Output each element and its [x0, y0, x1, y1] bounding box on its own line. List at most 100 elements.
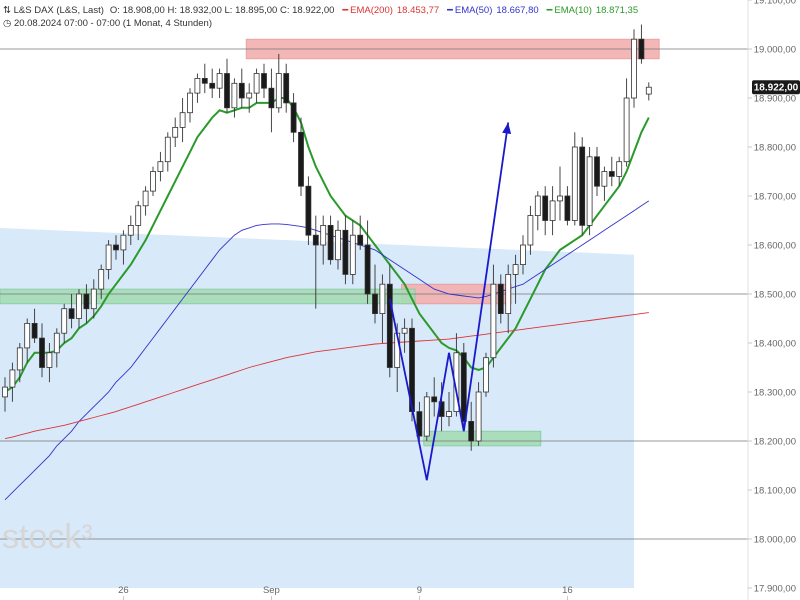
- candle[interactable]: [179, 98, 186, 143]
- candle[interactable]: [431, 377, 438, 417]
- candle[interactable]: [490, 264, 497, 368]
- candle[interactable]: [201, 63, 208, 94]
- candle[interactable]: [475, 382, 482, 446]
- candle[interactable]: [579, 137, 586, 236]
- w-pattern-line[interactable]: [388, 122, 510, 481]
- candle[interactable]: [238, 68, 245, 108]
- candle[interactable]: [90, 279, 97, 319]
- support-zone[interactable]: [423, 430, 542, 447]
- candle[interactable]: [549, 186, 556, 236]
- candle[interactable]: [364, 220, 371, 304]
- candle[interactable]: [209, 68, 216, 98]
- candle[interactable]: [39, 323, 45, 378]
- candle[interactable]: [268, 68, 275, 133]
- candle[interactable]: [349, 220, 356, 285]
- candle[interactable]: [372, 264, 378, 324]
- candle[interactable]: [401, 318, 408, 353]
- candle[interactable]: [557, 166, 563, 221]
- candle[interactable]: [327, 215, 334, 265]
- candle-body-down: [283, 73, 290, 104]
- candle[interactable]: [127, 215, 134, 245]
- candle[interactable]: [216, 68, 223, 98]
- candle[interactable]: [483, 352, 489, 397]
- candle-body-down: [290, 102, 297, 133]
- candle[interactable]: [24, 318, 31, 363]
- y-axis-ticks: 19.100,00 19.000,00 18.900,00 18.800,00 18.7…: [748, 0, 796, 595]
- candle[interactable]: [231, 78, 238, 118]
- candle[interactable]: [505, 264, 512, 334]
- candle[interactable]: [98, 264, 105, 299]
- candle[interactable]: [9, 362, 16, 402]
- candle[interactable]: [142, 186, 149, 216]
- candle[interactable]: [83, 284, 90, 324]
- candle-body-down: [268, 87, 275, 109]
- candle[interactable]: [446, 392, 452, 427]
- candle[interactable]: [53, 328, 60, 368]
- candle-body-up: [246, 92, 253, 99]
- candle[interactable]: [113, 235, 119, 260]
- candle[interactable]: [638, 24, 645, 64]
- candle[interactable]: [194, 73, 201, 103]
- candle[interactable]: [305, 176, 312, 245]
- candle[interactable]: [520, 235, 526, 275]
- candle[interactable]: [601, 166, 608, 201]
- candle[interactable]: [623, 78, 630, 167]
- candle-body-up: [549, 200, 556, 221]
- candle[interactable]: [386, 264, 393, 378]
- candle[interactable]: [534, 191, 541, 231]
- candle[interactable]: [342, 215, 349, 285]
- candle[interactable]: [261, 63, 267, 98]
- candle[interactable]: [497, 274, 504, 324]
- w-pattern-drawing[interactable]: [388, 122, 512, 481]
- candle[interactable]: [586, 147, 593, 236]
- candles[interactable]: [2, 24, 652, 451]
- candle[interactable]: [135, 200, 142, 241]
- candle[interactable]: [631, 29, 637, 108]
- candle[interactable]: [290, 93, 297, 143]
- candle[interactable]: [105, 240, 112, 280]
- candle[interactable]: [187, 88, 193, 123]
- candle-body-up: [631, 38, 637, 99]
- candle[interactable]: [423, 392, 430, 441]
- candle[interactable]: [608, 156, 615, 187]
- candle[interactable]: [594, 147, 600, 196]
- candle[interactable]: [616, 156, 623, 187]
- candle[interactable]: [76, 289, 82, 329]
- candle[interactable]: [275, 53, 282, 113]
- candle[interactable]: [61, 303, 68, 343]
- candle-body-down: [209, 82, 216, 89]
- candle[interactable]: [645, 82, 652, 101]
- candle[interactable]: [150, 166, 156, 196]
- candle-body-up: [46, 352, 53, 368]
- candle[interactable]: [2, 377, 8, 412]
- candle[interactable]: [320, 215, 327, 265]
- candle[interactable]: [283, 63, 290, 113]
- candle[interactable]: [460, 343, 467, 432]
- candle[interactable]: [468, 401, 475, 451]
- candle[interactable]: [31, 308, 38, 343]
- candle[interactable]: [357, 215, 364, 250]
- candle[interactable]: [416, 401, 423, 441]
- support-zone[interactable]: [0, 288, 416, 305]
- candle[interactable]: [157, 151, 164, 182]
- candle[interactable]: [564, 186, 571, 226]
- candle[interactable]: [542, 186, 549, 236]
- candle[interactable]: [46, 343, 53, 383]
- candle[interactable]: [298, 117, 304, 196]
- candle[interactable]: [253, 68, 260, 103]
- candle[interactable]: [571, 132, 578, 226]
- candle[interactable]: [172, 117, 179, 147]
- candle[interactable]: [16, 343, 23, 383]
- candle[interactable]: [312, 215, 319, 309]
- candle[interactable]: [246, 83, 253, 113]
- candle-body-up: [24, 322, 31, 349]
- candle[interactable]: [224, 58, 230, 113]
- candle[interactable]: [379, 274, 386, 343]
- candle[interactable]: [335, 220, 341, 270]
- candle[interactable]: [164, 132, 171, 172]
- candle[interactable]: [68, 294, 75, 329]
- candle[interactable]: [527, 205, 534, 255]
- candle[interactable]: [120, 230, 127, 265]
- candle[interactable]: [512, 254, 519, 304]
